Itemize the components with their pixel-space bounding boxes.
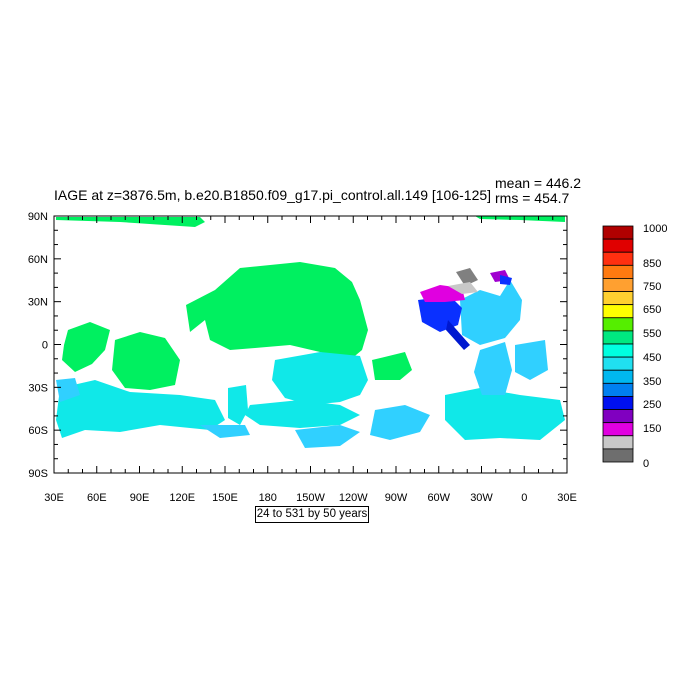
colorbar-label: 750 bbox=[643, 281, 661, 293]
y-axis-labels: 90N 60N 30N 0 30S 60S 90S bbox=[28, 211, 48, 480]
colorbar bbox=[602, 225, 634, 463]
blue-tail bbox=[446, 320, 470, 350]
x-tick-label: 90E bbox=[130, 492, 150, 504]
y-tick-label: 60S bbox=[28, 425, 48, 437]
tasman-cyan bbox=[228, 385, 248, 425]
south-pacific-cyan bbox=[272, 352, 368, 405]
x-axis-labels: 30E 60E 90E 120E 150E 180 150W 120W 90W 60W 30W 0 30… bbox=[44, 492, 577, 504]
lightgray-patch bbox=[448, 282, 478, 294]
x-tick-label: 90W bbox=[385, 492, 408, 504]
colorbar-label: 250 bbox=[643, 399, 661, 411]
colorbar-box bbox=[602, 422, 634, 437]
colorbar-label: 0 bbox=[643, 458, 649, 470]
colorbar-label: 850 bbox=[643, 258, 661, 270]
rms-stat: rms = 454.7 bbox=[495, 190, 570, 206]
colorbar-box bbox=[602, 382, 634, 397]
southern-ocean-cyan bbox=[245, 400, 360, 428]
colorbar-box bbox=[602, 317, 634, 332]
x-tick-label: 60E bbox=[87, 492, 107, 504]
colorbar-box bbox=[602, 251, 634, 266]
x-tick-label: 180 bbox=[259, 492, 277, 504]
colorbar-box bbox=[602, 330, 634, 345]
north-blue bbox=[500, 275, 512, 285]
east-pacific-green bbox=[372, 352, 412, 380]
y-tick-label: 60N bbox=[28, 254, 48, 266]
y-tick-label: 90N bbox=[28, 211, 48, 223]
drake-lightblue bbox=[295, 425, 360, 448]
axis-ticks bbox=[53, 215, 568, 474]
x-tick-label: 120E bbox=[169, 492, 195, 504]
colorbar-box bbox=[602, 291, 634, 306]
east-atlantic-lightblue bbox=[515, 340, 548, 380]
north-pacific-green bbox=[186, 262, 368, 360]
colorbar-box bbox=[602, 304, 634, 319]
mean-stat: mean = 446.2 bbox=[495, 175, 582, 191]
colorbar-label: 650 bbox=[643, 304, 661, 316]
x-tick-label: 30W bbox=[470, 492, 493, 504]
colorbar-box bbox=[602, 409, 634, 424]
x-tick-label: 30E bbox=[44, 492, 64, 504]
colorbar-label: 550 bbox=[643, 328, 661, 340]
colorbar-label: 450 bbox=[643, 352, 661, 364]
colorbar-label: 350 bbox=[643, 376, 661, 388]
y-tick-label: 30S bbox=[28, 382, 48, 394]
ross-lightblue bbox=[200, 425, 250, 438]
colorbar-box bbox=[602, 356, 634, 371]
south-atlantic-cyan bbox=[445, 388, 565, 440]
x-tick-label: 0 bbox=[521, 492, 527, 504]
colorbar-box bbox=[602, 264, 634, 279]
indian-ocean-green bbox=[112, 332, 180, 390]
x-tick-label: 60W bbox=[427, 492, 450, 504]
ocean-age-field bbox=[56, 216, 565, 448]
x-tick-label: 120W bbox=[339, 492, 368, 504]
arctic-strip-east bbox=[475, 216, 565, 222]
arabian-green bbox=[62, 322, 110, 372]
gray-patch bbox=[456, 268, 478, 286]
mid-atlantic-lightblue bbox=[474, 342, 512, 395]
colorbar-box bbox=[602, 396, 634, 410]
blue-core bbox=[418, 296, 462, 332]
colorbar-box bbox=[602, 225, 634, 240]
plot-title: IAGE at z=3876.5m, b.e20.B1850.f09_g17.p… bbox=[54, 187, 492, 203]
contour-info-box: 24 to 531 by 50 years bbox=[255, 506, 369, 523]
colorbar-label: 1000 bbox=[643, 223, 667, 235]
colorbar-box bbox=[602, 278, 634, 292]
x-tick-label: 30E bbox=[557, 492, 577, 504]
x-tick-label: 150W bbox=[296, 492, 325, 504]
sw-australia-cyan bbox=[56, 378, 80, 402]
colorbar-box bbox=[602, 343, 634, 358]
colorbar-box bbox=[602, 238, 634, 253]
y-tick-label: 90S bbox=[28, 468, 48, 480]
colorbar-box bbox=[602, 435, 634, 450]
colorbar-box bbox=[602, 369, 634, 384]
north-atlantic-lightblue bbox=[460, 280, 522, 345]
sw-pacific-lightblue bbox=[370, 405, 430, 440]
south-indian-cyan bbox=[56, 380, 225, 438]
y-tick-label: 30N bbox=[28, 297, 48, 309]
y-tick-label: 0 bbox=[42, 340, 48, 352]
colorbar-labels: 1000 850 750 650 550 450 350 250 150 0 bbox=[643, 223, 667, 470]
colorbar-box bbox=[602, 448, 634, 463]
colorbar-label: 150 bbox=[643, 423, 661, 435]
x-tick-label: 150E bbox=[212, 492, 238, 504]
